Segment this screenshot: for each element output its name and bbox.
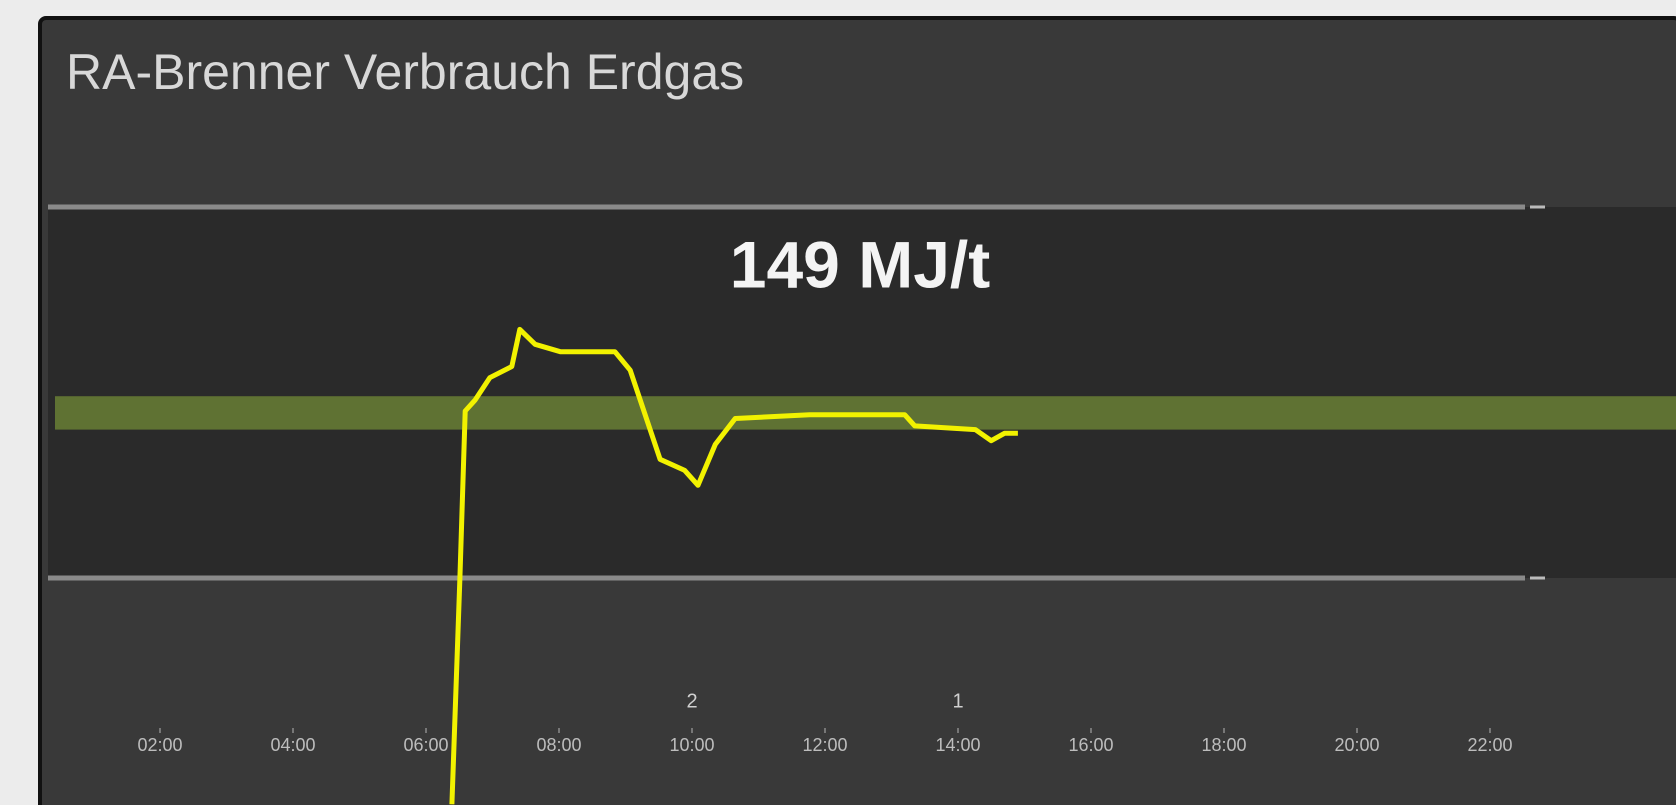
widget-title: RA-Brenner Verbrauch Erdgas xyxy=(66,44,744,100)
x-tick-label: 16:00 xyxy=(1068,735,1113,755)
series-line xyxy=(449,326,1018,805)
x-tick-label: 14:00 xyxy=(935,735,980,755)
x-tick-label: 02:00 xyxy=(137,735,182,755)
x-tick-label: 22:00 xyxy=(1467,735,1512,755)
x-tick-label: 04:00 xyxy=(270,735,315,755)
x-tick-label: 08:00 xyxy=(536,735,581,755)
x-tick-label: 20:00 xyxy=(1334,735,1379,755)
x-tick-label: 12:00 xyxy=(802,735,847,755)
x-tick-label: 06:00 xyxy=(403,735,448,755)
event-marker: 1 xyxy=(952,690,963,712)
plot-area xyxy=(48,207,1676,578)
x-tick-label: 10:00 xyxy=(669,735,714,755)
event-marker: 2 xyxy=(686,690,697,712)
x-tick-label: 18:00 xyxy=(1201,735,1246,755)
current-value: 149 MJ/t xyxy=(730,227,990,301)
